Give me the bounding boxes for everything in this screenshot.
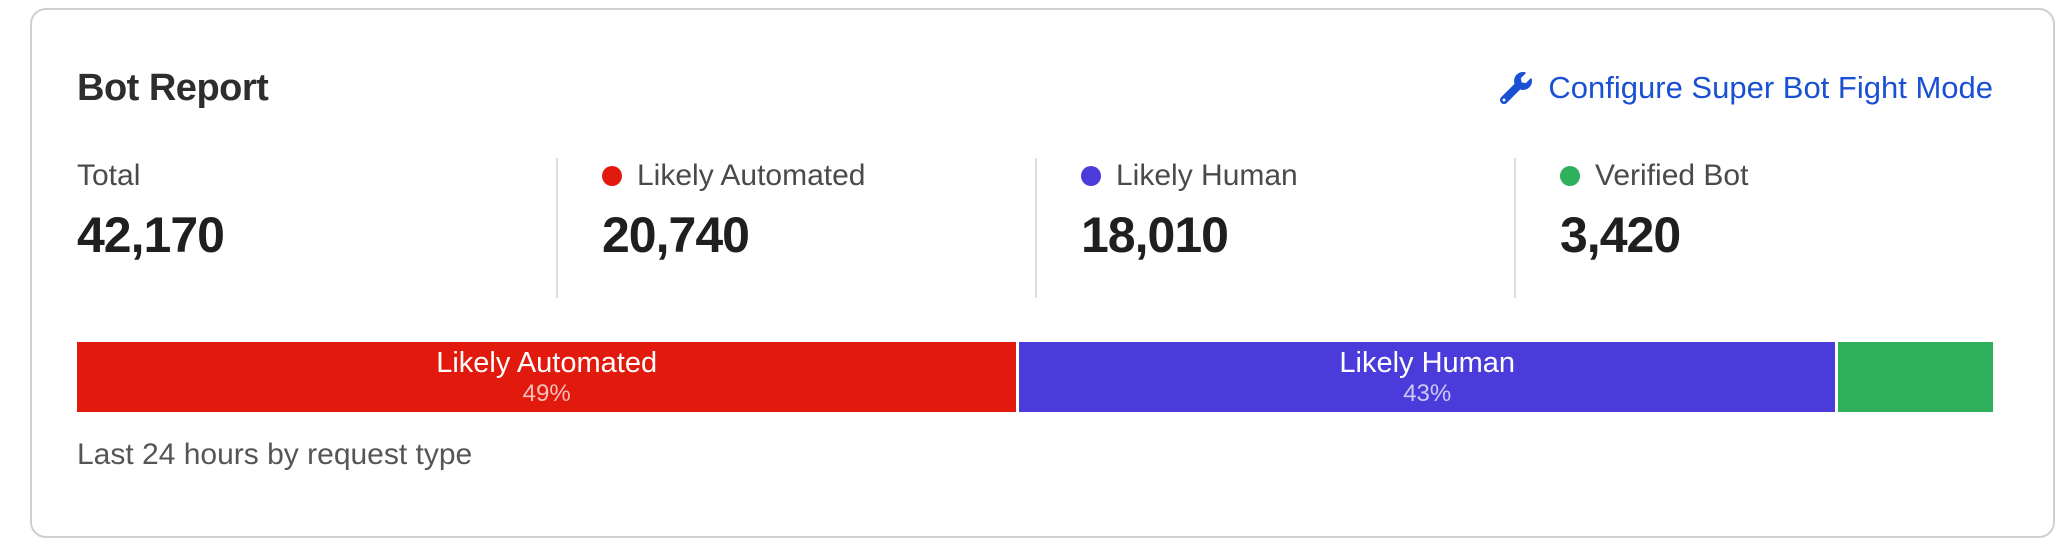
stat-value-verified-bot: 3,420 (1560, 207, 1681, 263)
stat-verified-bot: Verified Bot 3,420 (1514, 158, 1993, 298)
bar-segment-label: Likely Automated (436, 346, 658, 379)
stat-label-verified-bot: Verified Bot (1595, 159, 1749, 192)
bot-report-card: Bot Report Configure Super Bot Fight Mod… (30, 8, 2055, 538)
stat-label-row: Likely Human (1081, 158, 1494, 194)
bar-segment-label: Likely Human (1339, 346, 1516, 379)
bar-segment-verified-bot (1838, 342, 1994, 412)
stat-value-likely-automated: 20,740 (602, 207, 750, 263)
likely-human-dot-icon (1081, 166, 1101, 186)
stat-value-likely-human: 18,010 (1081, 207, 1229, 263)
stat-label-total: Total (77, 159, 141, 192)
stat-label-row: Verified Bot (1560, 158, 1973, 194)
stats-row: Total 42,170 Likely Automated 20,740 Lik… (77, 158, 1993, 298)
card-header: Bot Report Configure Super Bot Fight Mod… (77, 66, 1993, 110)
page-title: Bot Report (77, 66, 269, 109)
stat-label-likely-automated: Likely Automated (637, 159, 866, 192)
verified-bot-dot-icon (1560, 166, 1580, 186)
stat-label-likely-human: Likely Human (1116, 159, 1298, 192)
likely-automated-dot-icon (602, 166, 622, 186)
stat-value-total: 42,170 (77, 207, 225, 263)
stat-label-row: Likely Automated (602, 158, 1015, 194)
stat-likely-human: Likely Human 18,010 (1035, 158, 1514, 298)
bar-segment-likely-automated: Likely Automated 49% (77, 342, 1017, 412)
bar-segment-percent: 43% (1403, 379, 1452, 407)
wrench-icon (1500, 72, 1533, 104)
bar-segment-percent: 49% (522, 379, 571, 407)
footer-caption: Last 24 hours by request type (77, 438, 473, 471)
configure-super-bot-fight-mode-link[interactable]: Configure Super Bot Fight Mode (1500, 70, 1993, 106)
stat-likely-automated: Likely Automated 20,740 (556, 158, 1035, 298)
configure-link-label: Configure Super Bot Fight Mode (1548, 70, 1993, 105)
stacked-bar-chart: Likely Automated 49% Likely Human 43% (77, 342, 1994, 412)
stat-label-row: Total (77, 158, 536, 194)
stat-total: Total 42,170 (77, 158, 556, 298)
bar-segment-likely-human: Likely Human 43% (1019, 342, 1836, 412)
